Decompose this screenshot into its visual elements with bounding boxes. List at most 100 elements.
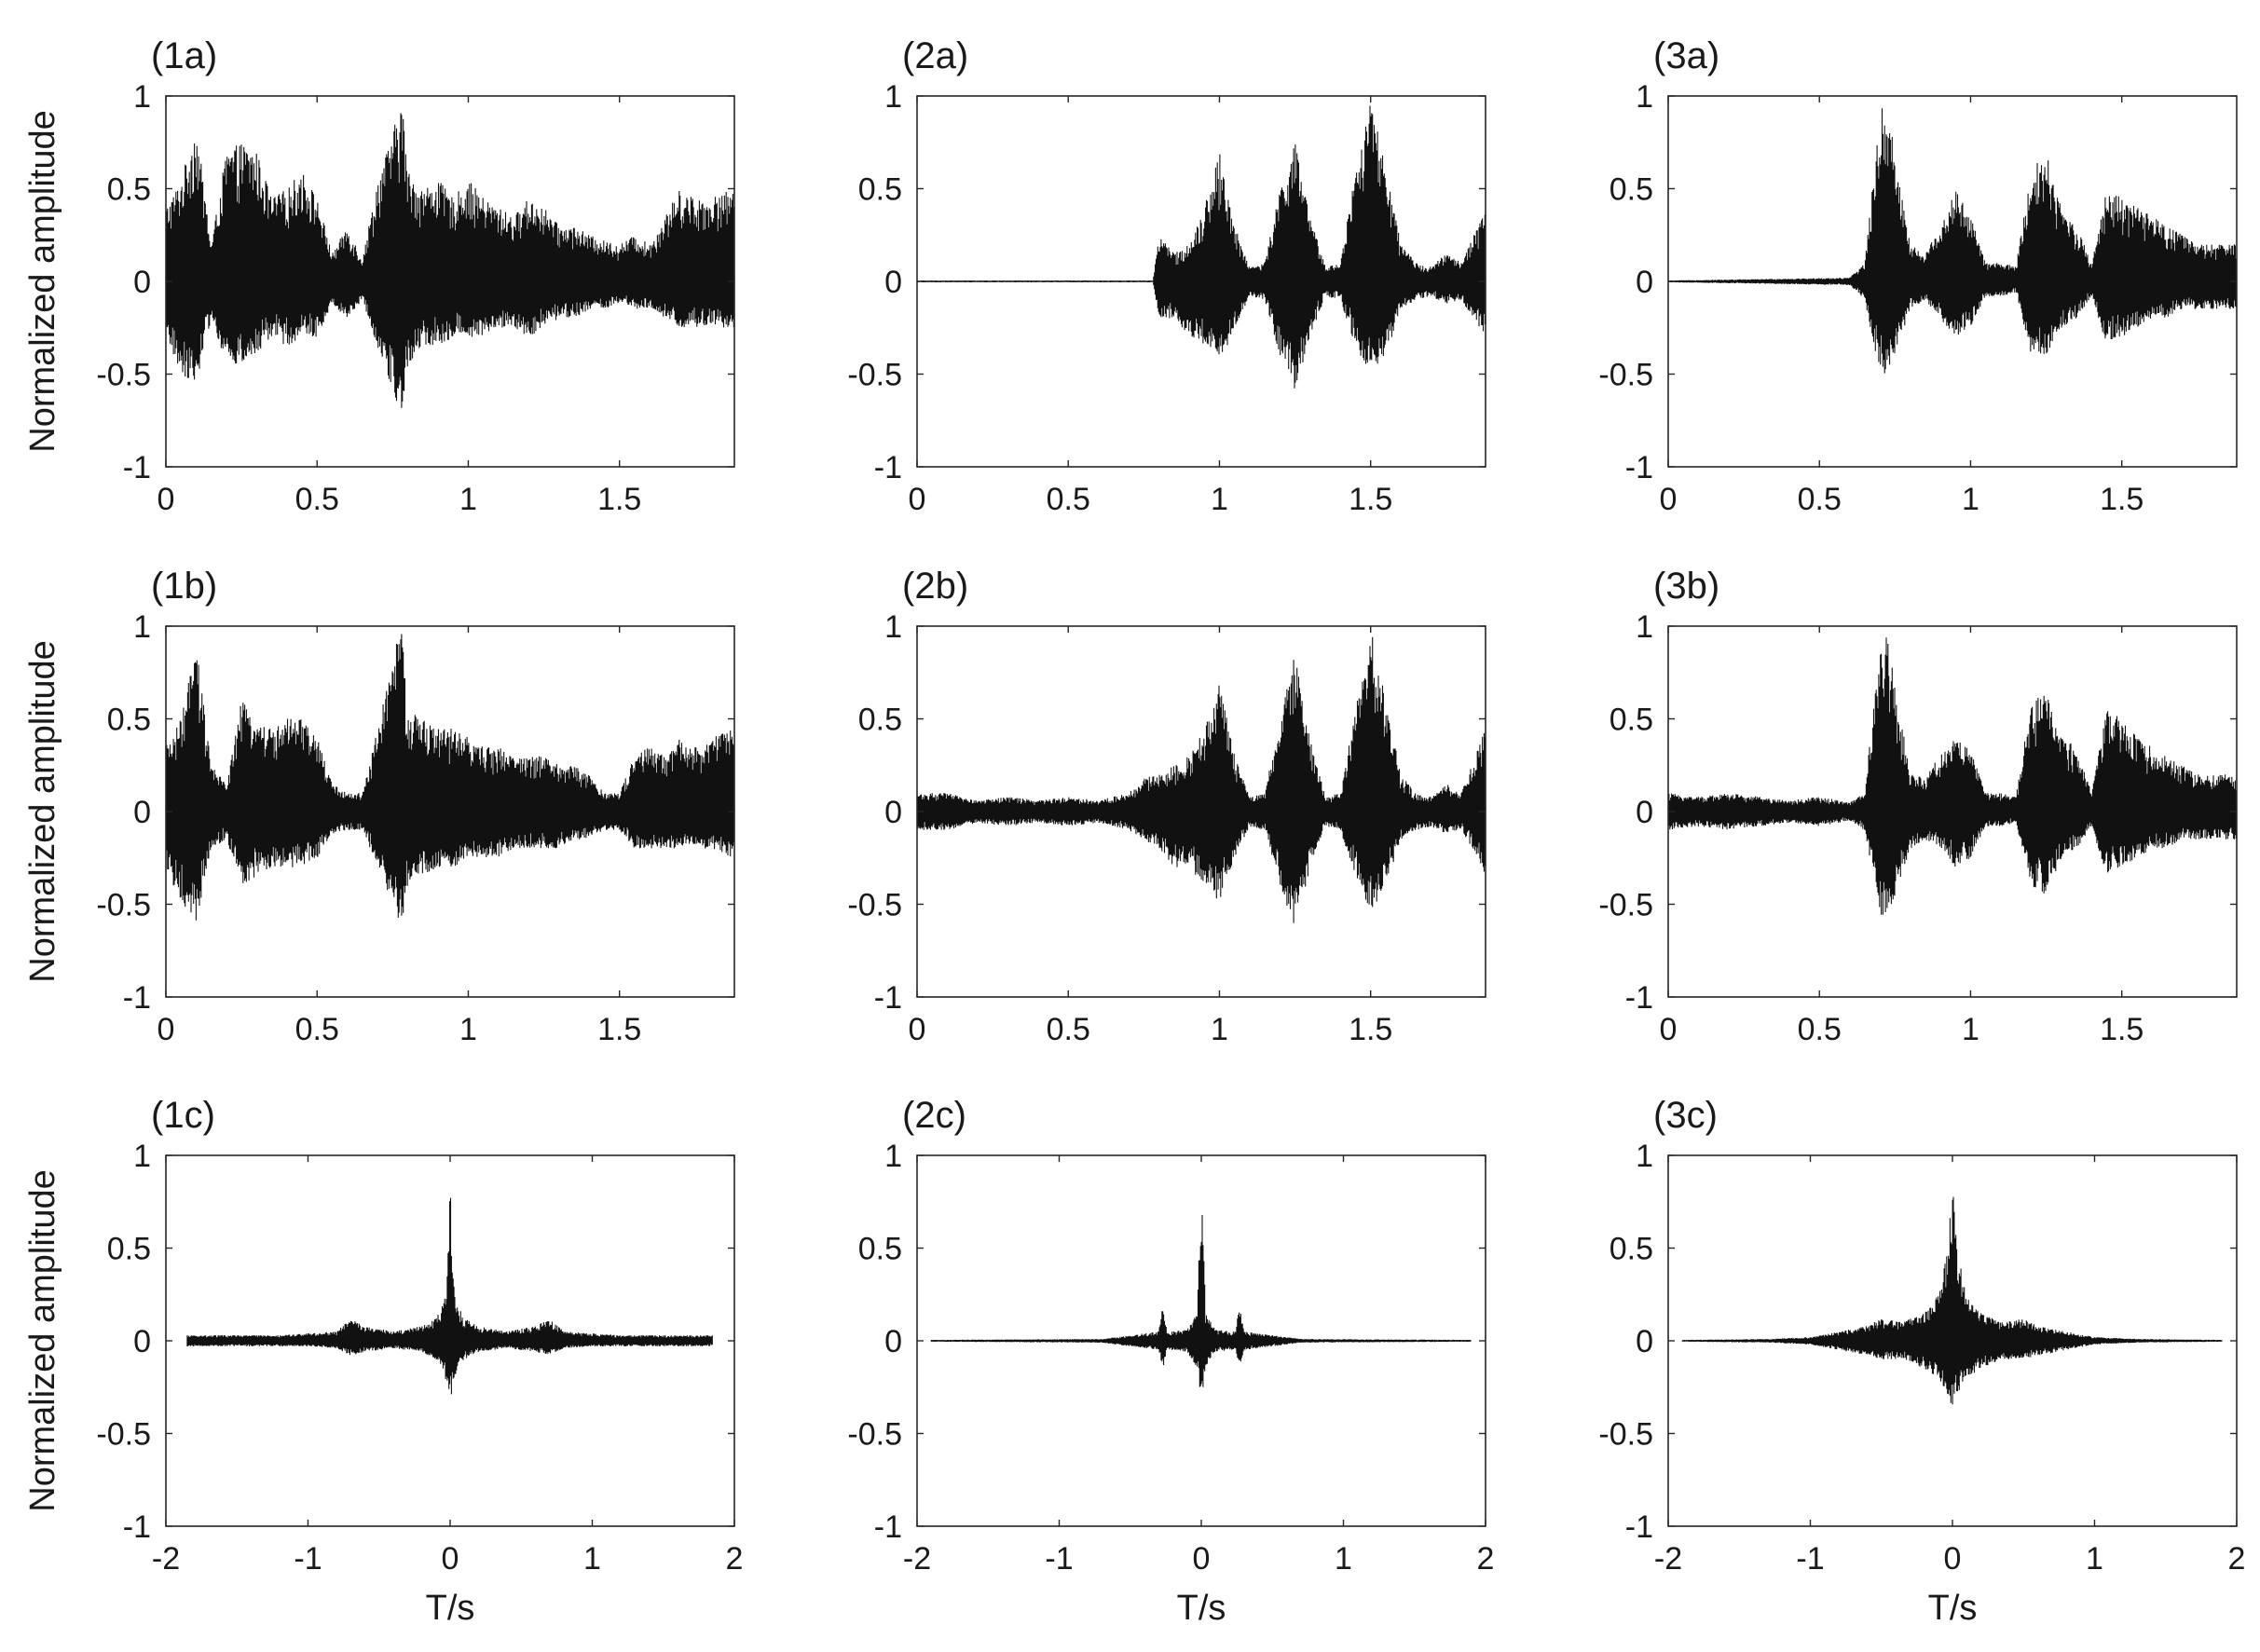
y-tick-label: 0 <box>884 795 902 830</box>
panel-label: (1c) <box>151 1095 215 1136</box>
y-tick-label: 1 <box>133 1139 151 1174</box>
y-tick-label: -1 <box>874 1509 902 1545</box>
y-tick-label: 0.5 <box>107 172 151 208</box>
x-tick-label: 0 <box>909 482 926 517</box>
chart-panel-2c: 10.50-0.5-1-2 -1 0 1 2(2c)T/s <box>847 1095 1494 1628</box>
y-tick-label: 0.5 <box>858 172 902 208</box>
x-tick-label: 1.5 <box>1349 1012 1392 1047</box>
y-tick-label: 0.5 <box>107 703 151 738</box>
waveform-series <box>166 113 734 408</box>
y-tick-label: 0 <box>1636 1324 1653 1359</box>
x-axis-label: T/s <box>1928 1589 1978 1628</box>
x-tick-label: 0.5 <box>1798 482 1842 517</box>
panel-label: (2b) <box>902 566 968 607</box>
waveform-series <box>1668 108 2237 374</box>
y-axis-label: Normalized amplitude <box>23 110 62 453</box>
x-tick-label: 0 <box>909 1012 926 1047</box>
y-tick-label: 1 <box>884 79 902 115</box>
x-tick-label: 1.5 <box>2100 482 2144 517</box>
x-tick-label: 0.5 <box>295 1012 339 1047</box>
y-tick-label: -1 <box>1625 980 1653 1016</box>
y-tick-label: -0.5 <box>96 1417 151 1453</box>
y-tick-label: -0.5 <box>847 358 902 393</box>
panel-label: (2c) <box>902 1095 966 1136</box>
y-tick-label: 0 <box>1636 795 1653 830</box>
waveform-series <box>186 1197 713 1395</box>
x-tick-label: 0 <box>158 1012 175 1047</box>
waveform-series <box>1681 1196 2223 1405</box>
panel-label: (1b) <box>151 566 217 607</box>
chart-panel-3b: 10.50-0.5-10 0.5 1 1.5(3b) <box>1598 566 2238 1047</box>
x-tick-label: 1 <box>1962 482 1979 517</box>
x-tick-label: 2 <box>1477 1541 1495 1577</box>
x-tick-label: 1 <box>459 1012 477 1047</box>
y-tick-label: -1 <box>123 1509 151 1545</box>
panel-label: (3b) <box>1653 566 1719 607</box>
y-tick-label: -0.5 <box>1598 358 1653 393</box>
y-tick-label: 1 <box>884 1139 902 1174</box>
y-tick-label: 1 <box>1636 1139 1653 1174</box>
x-tick-label: 0 <box>1193 1541 1211 1577</box>
x-tick-label: 1.5 <box>597 482 641 517</box>
waveform-series <box>930 1215 1472 1387</box>
waveform-series <box>917 105 1486 389</box>
x-tick-label: 0 <box>158 482 175 517</box>
y-tick-label: 0 <box>884 265 902 300</box>
x-tick-label: -2 <box>1654 1541 1682 1577</box>
y-tick-label: 1 <box>1636 79 1653 115</box>
y-tick-label: 1 <box>133 609 151 645</box>
panel-label: (2a) <box>902 35 968 76</box>
y-tick-label: 1 <box>133 79 151 115</box>
y-tick-label: -0.5 <box>847 888 902 923</box>
x-axis-label: T/s <box>426 1589 475 1628</box>
panel-label: (3a) <box>1653 35 1719 76</box>
y-tick-label: -0.5 <box>96 888 151 923</box>
y-tick-label: -0.5 <box>847 1417 902 1453</box>
x-tick-label: -1 <box>294 1541 322 1577</box>
chart-panel-1c: 10.50-0.5-1-2 -1 0 1 2(1c)Normalized amplitu… <box>23 1095 743 1628</box>
x-tick-label: 2 <box>726 1541 744 1577</box>
x-tick-label: 1 <box>459 482 477 517</box>
waveform-series <box>166 634 734 921</box>
y-tick-label: 0.5 <box>858 703 902 738</box>
y-tick-label: 0.5 <box>107 1232 151 1267</box>
x-tick-label: 1 <box>1211 482 1228 517</box>
x-tick-label: -1 <box>1045 1541 1073 1577</box>
x-tick-label: 0.5 <box>1047 1012 1090 1047</box>
x-tick-label: 0 <box>442 1541 459 1577</box>
y-tick-label: 0.5 <box>1609 172 1653 208</box>
y-tick-label: -0.5 <box>1598 1417 1653 1453</box>
x-tick-label: 0 <box>1944 1541 1962 1577</box>
x-tick-label: 1 <box>2086 1541 2103 1577</box>
x-axis-label: T/s <box>1177 1589 1226 1628</box>
chart-panel-3c: 10.50-0.5-1-2 -1 0 1 2(3c)T/s <box>1598 1095 2245 1628</box>
chart-panel-1a: 10.50-0.5-10 0.5 1 1.5(1a)Normalized amplit… <box>23 35 735 517</box>
x-tick-label: 1.5 <box>2100 1012 2144 1047</box>
x-tick-label: -1 <box>1796 1541 1824 1577</box>
x-tick-label: 1 <box>583 1541 601 1577</box>
y-tick-label: 1 <box>884 609 902 645</box>
chart-panel-3a: 10.50-0.5-10 0.5 1 1.5(3a) <box>1598 35 2238 517</box>
x-tick-label: 0 <box>1660 1012 1678 1047</box>
x-tick-label: -2 <box>903 1541 931 1577</box>
y-tick-label: 0 <box>133 1324 151 1359</box>
y-tick-label: 1 <box>1636 609 1653 645</box>
x-tick-label: 2 <box>2228 1541 2246 1577</box>
x-tick-label: 0.5 <box>1047 482 1090 517</box>
y-tick-label: 0 <box>1636 265 1653 300</box>
x-tick-label: 1 <box>1962 1012 1979 1047</box>
y-tick-label: -1 <box>123 980 151 1016</box>
y-tick-label: -0.5 <box>1598 888 1653 923</box>
chart-panel-1b: 10.50-0.5-10 0.5 1 1.5(1b)Normalized amplit… <box>23 566 735 1047</box>
x-tick-label: 1.5 <box>597 1012 641 1047</box>
x-tick-label: 1.5 <box>1349 482 1392 517</box>
panel-label: (1a) <box>151 35 217 76</box>
x-tick-label: 1 <box>1335 1541 1352 1577</box>
panel-label: (3c) <box>1653 1095 1718 1136</box>
y-tick-label: -0.5 <box>96 358 151 393</box>
x-tick-label: 0.5 <box>1798 1012 1842 1047</box>
y-tick-label: 0.5 <box>858 1232 902 1267</box>
y-tick-label: -1 <box>1625 1509 1653 1545</box>
y-tick-label: 0 <box>884 1324 902 1359</box>
